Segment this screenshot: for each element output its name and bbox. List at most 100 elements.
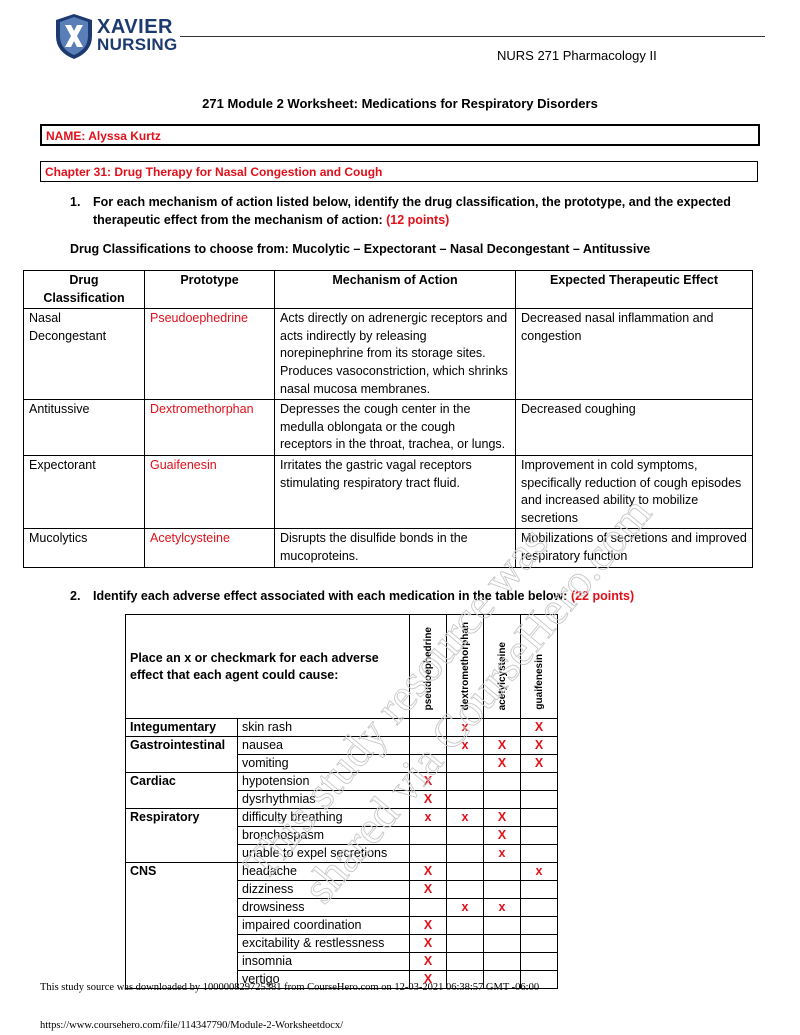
column-header: Prototype (144, 269, 275, 310)
effect-cell: vomiting (237, 754, 410, 773)
effect-cell: Improvement in cold symptoms, specifical… (515, 454, 753, 530)
question1-points: (12 points) (386, 213, 450, 227)
mark-cell (409, 718, 447, 737)
mark-cell (520, 970, 558, 989)
mark-cell: X (520, 754, 558, 773)
mark-cell (446, 826, 484, 845)
mark-cell: X (409, 880, 447, 899)
mark-cell (483, 934, 521, 953)
category-cell: Cardiac (125, 772, 238, 791)
mark-cell: x (409, 808, 447, 827)
category-cell (125, 754, 238, 773)
prototype-cell: Acetylcysteine (144, 528, 275, 568)
category-cell (125, 916, 238, 935)
mark-cell (409, 754, 447, 773)
mark-cell: X (483, 826, 521, 845)
mark-cell: X (409, 916, 447, 935)
mark-cell (520, 790, 558, 809)
drug-name: pseudoephedrine (422, 626, 434, 710)
adverse-effects-table: Place an x or checkmark for each adverse… (125, 614, 558, 989)
category-cell: Integumentary (125, 718, 238, 737)
chapter-box: Chapter 31: Drug Therapy for Nasal Conge… (40, 161, 758, 182)
mark-cell: X (483, 754, 521, 773)
table-row: dizziness X (125, 880, 558, 899)
classification-cell: Mucolytics (23, 528, 145, 568)
table-row: bronchospasm X (125, 826, 558, 845)
classification-cell: Antitussive (23, 399, 145, 456)
effect-cell: unable to expel secretions (237, 844, 410, 863)
drug-column-header: acetylcysteine (483, 614, 521, 719)
effect-cell: nausea (237, 736, 410, 755)
category-cell (125, 790, 238, 809)
effect-cell: headache (237, 862, 410, 881)
page-title: 271 Module 2 Worksheet: Medications for … (202, 96, 598, 111)
mark-cell (520, 934, 558, 953)
effect-cell: vertigo (237, 970, 410, 989)
prototype-cell: Pseudoephedrine (144, 308, 275, 401)
drug-name: dextromethorphan (459, 621, 471, 710)
mark-cell: X (483, 808, 521, 827)
download-notice: This study source was downloaded by 1000… (40, 982, 540, 993)
mark-cell (409, 898, 447, 917)
category-cell: Respiratory (125, 808, 238, 827)
column-header: Drug Classification (23, 269, 145, 310)
table-instruction: Place an x or checkmark for each adverse… (125, 614, 410, 719)
mark-cell: X (520, 736, 558, 755)
category-cell (125, 880, 238, 899)
table-row: Gastrointestinal nausea x X X (125, 736, 558, 755)
category-cell (125, 844, 238, 863)
mark-cell (446, 934, 484, 953)
mark-cell: X (409, 772, 447, 791)
column-header: Expected Therapeutic Effect (515, 269, 753, 310)
drug-column-header: pseudoephedrine (409, 614, 447, 719)
mechanism-cell: Disrupts the disulfide bonds in the muco… (274, 528, 516, 568)
logo-text-line2: NURSING (97, 35, 178, 54)
table-row: Integumentary skin rash x X (125, 718, 558, 737)
drug-name: acetylcysteine (496, 641, 508, 710)
mark-cell (446, 844, 484, 863)
mark-cell (446, 790, 484, 809)
mark-cell (520, 952, 558, 971)
mark-cell (409, 844, 447, 863)
mark-cell (446, 916, 484, 935)
mark-cell (483, 862, 521, 881)
category-cell (125, 826, 238, 845)
mark-cell (520, 826, 558, 845)
table-header-row: Drug Classification Prototype Mechanism … (23, 269, 753, 310)
table-row: impaired coordination X (125, 916, 558, 935)
question2-number: 2. (70, 589, 81, 603)
mark-cell: x (483, 844, 521, 863)
mark-cell (483, 718, 521, 737)
mark-cell (446, 754, 484, 773)
classification-cell: Nasal Decongestant (23, 308, 145, 401)
xavier-nursing-logo (56, 14, 92, 59)
effect-cell: difficulty breathing (237, 808, 410, 827)
name-box: NAME: Alyssa Kurtz (40, 124, 760, 146)
mark-cell: x (446, 808, 484, 827)
mark-cell (483, 916, 521, 935)
mark-cell: x (446, 736, 484, 755)
drug-column-header: guaifenesin (520, 614, 558, 719)
effect-cell: drowsiness (237, 898, 410, 917)
question1-number: 1. (70, 195, 81, 209)
mark-cell: X (409, 934, 447, 953)
mark-cell: X (483, 736, 521, 755)
question1-prompt: For each mechanism of action listed belo… (93, 195, 731, 227)
mark-cell (520, 808, 558, 827)
effect-cell: hypotension (237, 772, 410, 791)
mechanism-cell: Irritates the gastric vagal receptors st… (274, 454, 516, 530)
table-row: dysrhythmias X (125, 790, 558, 809)
mark-cell (520, 898, 558, 917)
category-cell: Gastrointestinal (125, 736, 238, 755)
mark-cell: X (520, 718, 558, 737)
mark-cell: x (446, 718, 484, 737)
mechanism-cell: Depresses the cough center in the medull… (274, 399, 516, 456)
table-header-row: Place an x or checkmark for each adverse… (125, 614, 558, 719)
mark-cell (446, 952, 484, 971)
mark-cell: X (409, 862, 447, 881)
table-row: excitability & restlessness X (125, 934, 558, 953)
mark-cell: X (409, 952, 447, 971)
classification-cell: Expectorant (23, 454, 145, 530)
mark-cell (446, 772, 484, 791)
